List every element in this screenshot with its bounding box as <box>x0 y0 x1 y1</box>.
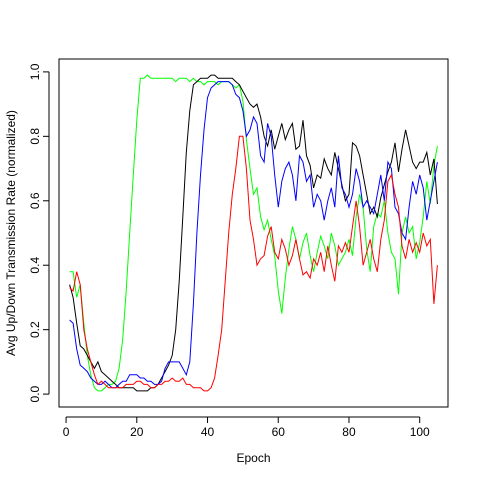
x-tick-label: 40 <box>201 425 215 439</box>
y-tick-label: 0.2 <box>28 321 42 338</box>
series-line-1 <box>69 74 438 392</box>
x-tick-label: 20 <box>130 425 144 439</box>
y-tick-label: 0.6 <box>28 192 42 209</box>
x-axis: 0 20 40 60 80 100 <box>63 416 430 439</box>
series-line-4 <box>69 135 438 392</box>
series-layer <box>69 74 438 392</box>
plot-frame <box>58 58 449 408</box>
x-tick-label: 0 <box>63 425 70 439</box>
y-tick-label: 0.4 <box>28 257 42 274</box>
x-tick-label: 100 <box>410 425 430 439</box>
y-tick-label: 0.0 <box>28 385 42 402</box>
series-line-3 <box>69 81 438 389</box>
y-tick-label: 0.8 <box>28 128 42 145</box>
x-tick-label: 60 <box>272 425 286 439</box>
x-axis-label: Epoch <box>236 451 270 465</box>
y-axis-label: Avg Up/Down Transmission Rate (normalize… <box>4 110 18 356</box>
series-line-2 <box>69 74 438 392</box>
y-tick-label: 1.0 <box>28 63 42 80</box>
x-tick-label: 80 <box>342 425 356 439</box>
y-axis: 0.0 0.2 0.4 0.6 0.8 1.0 <box>28 63 50 402</box>
